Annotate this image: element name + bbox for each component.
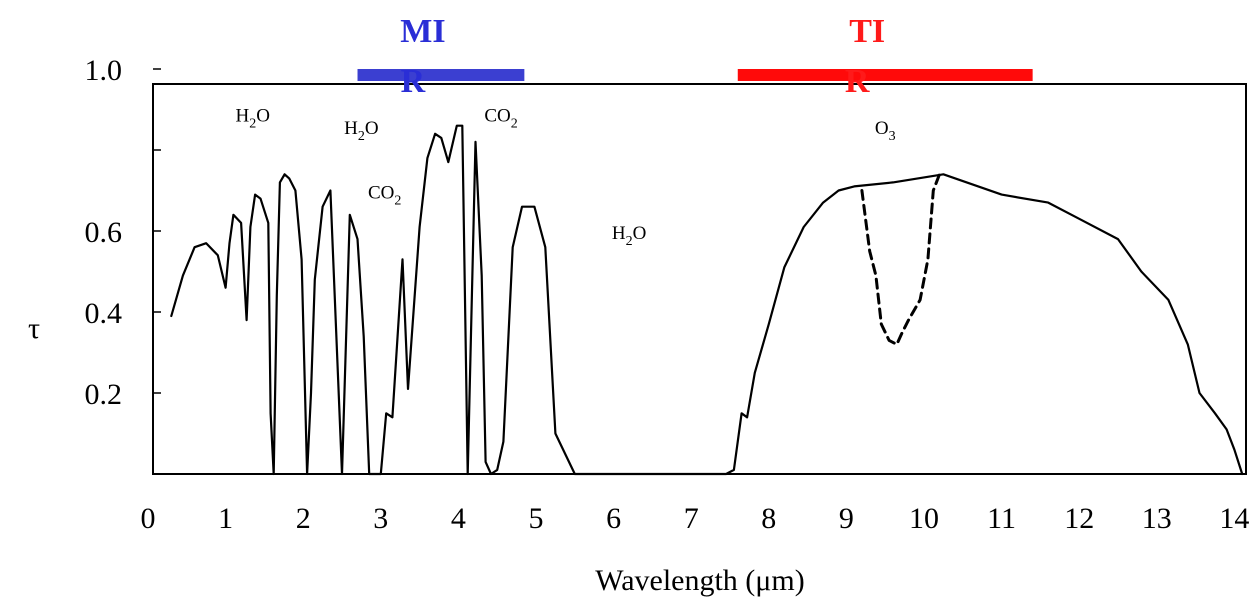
- x-tick-label: 12: [1064, 502, 1094, 535]
- band-bar-mir: [357, 69, 525, 81]
- molecule-labels: H2O H2O CO2 CO2 H2O O3: [236, 106, 896, 249]
- molecule-label: H2O: [612, 223, 646, 249]
- y-tick-label: 1.0: [85, 54, 123, 87]
- band-label-mir: MI R: [400, 13, 445, 100]
- x-tick-label: 11: [987, 502, 1016, 535]
- y-axis-title: τ: [28, 312, 40, 345]
- y-tick-label: 0.2: [85, 378, 123, 411]
- x-tick-label: 4: [451, 502, 466, 535]
- molecule-label: H2O: [236, 106, 270, 132]
- transmittance-line: [170, 124, 1244, 476]
- x-tick-label: 10: [909, 502, 939, 535]
- x-tick-label: 14: [1219, 502, 1249, 535]
- spectral-bands: MI R TI R: [357, 13, 1033, 100]
- x-tick-label: 8: [761, 502, 776, 535]
- x-axis-ticks: 0 1 2 3 4 5 6 7 8 9 10 11 12 13 14: [141, 502, 1250, 535]
- x-tick-label: 5: [529, 502, 544, 535]
- x-tick-label: 3: [373, 502, 388, 535]
- transmittance-lines: [170, 124, 1244, 476]
- x-tick-label: 1: [218, 502, 233, 535]
- molecule-label: CO2: [484, 106, 517, 132]
- molecule-label: O3: [875, 118, 896, 144]
- band-label-tir: TI R: [845, 13, 885, 100]
- y-tick-label: 0.6: [85, 216, 123, 249]
- x-tick-label: 9: [839, 502, 854, 535]
- molecule-label: H2O: [344, 118, 378, 144]
- plot-frame: [152, 83, 1247, 475]
- ozone-dashed-line: [860, 172, 941, 346]
- molecule-label: CO2: [368, 183, 401, 209]
- x-tick-label: 2: [296, 502, 311, 535]
- x-tick-label: 7: [684, 502, 699, 535]
- x-tick-label: 0: [141, 502, 156, 535]
- y-axis-ticks: 0.2 0.4 0.6 1.0: [85, 54, 161, 411]
- x-tick-label: 6: [606, 502, 621, 535]
- x-tick-label: 13: [1142, 502, 1172, 535]
- x-axis-title: Wavelength (μm): [595, 564, 804, 597]
- y-tick-label: 0.4: [85, 297, 123, 330]
- band-bar-tir: [737, 69, 1033, 81]
